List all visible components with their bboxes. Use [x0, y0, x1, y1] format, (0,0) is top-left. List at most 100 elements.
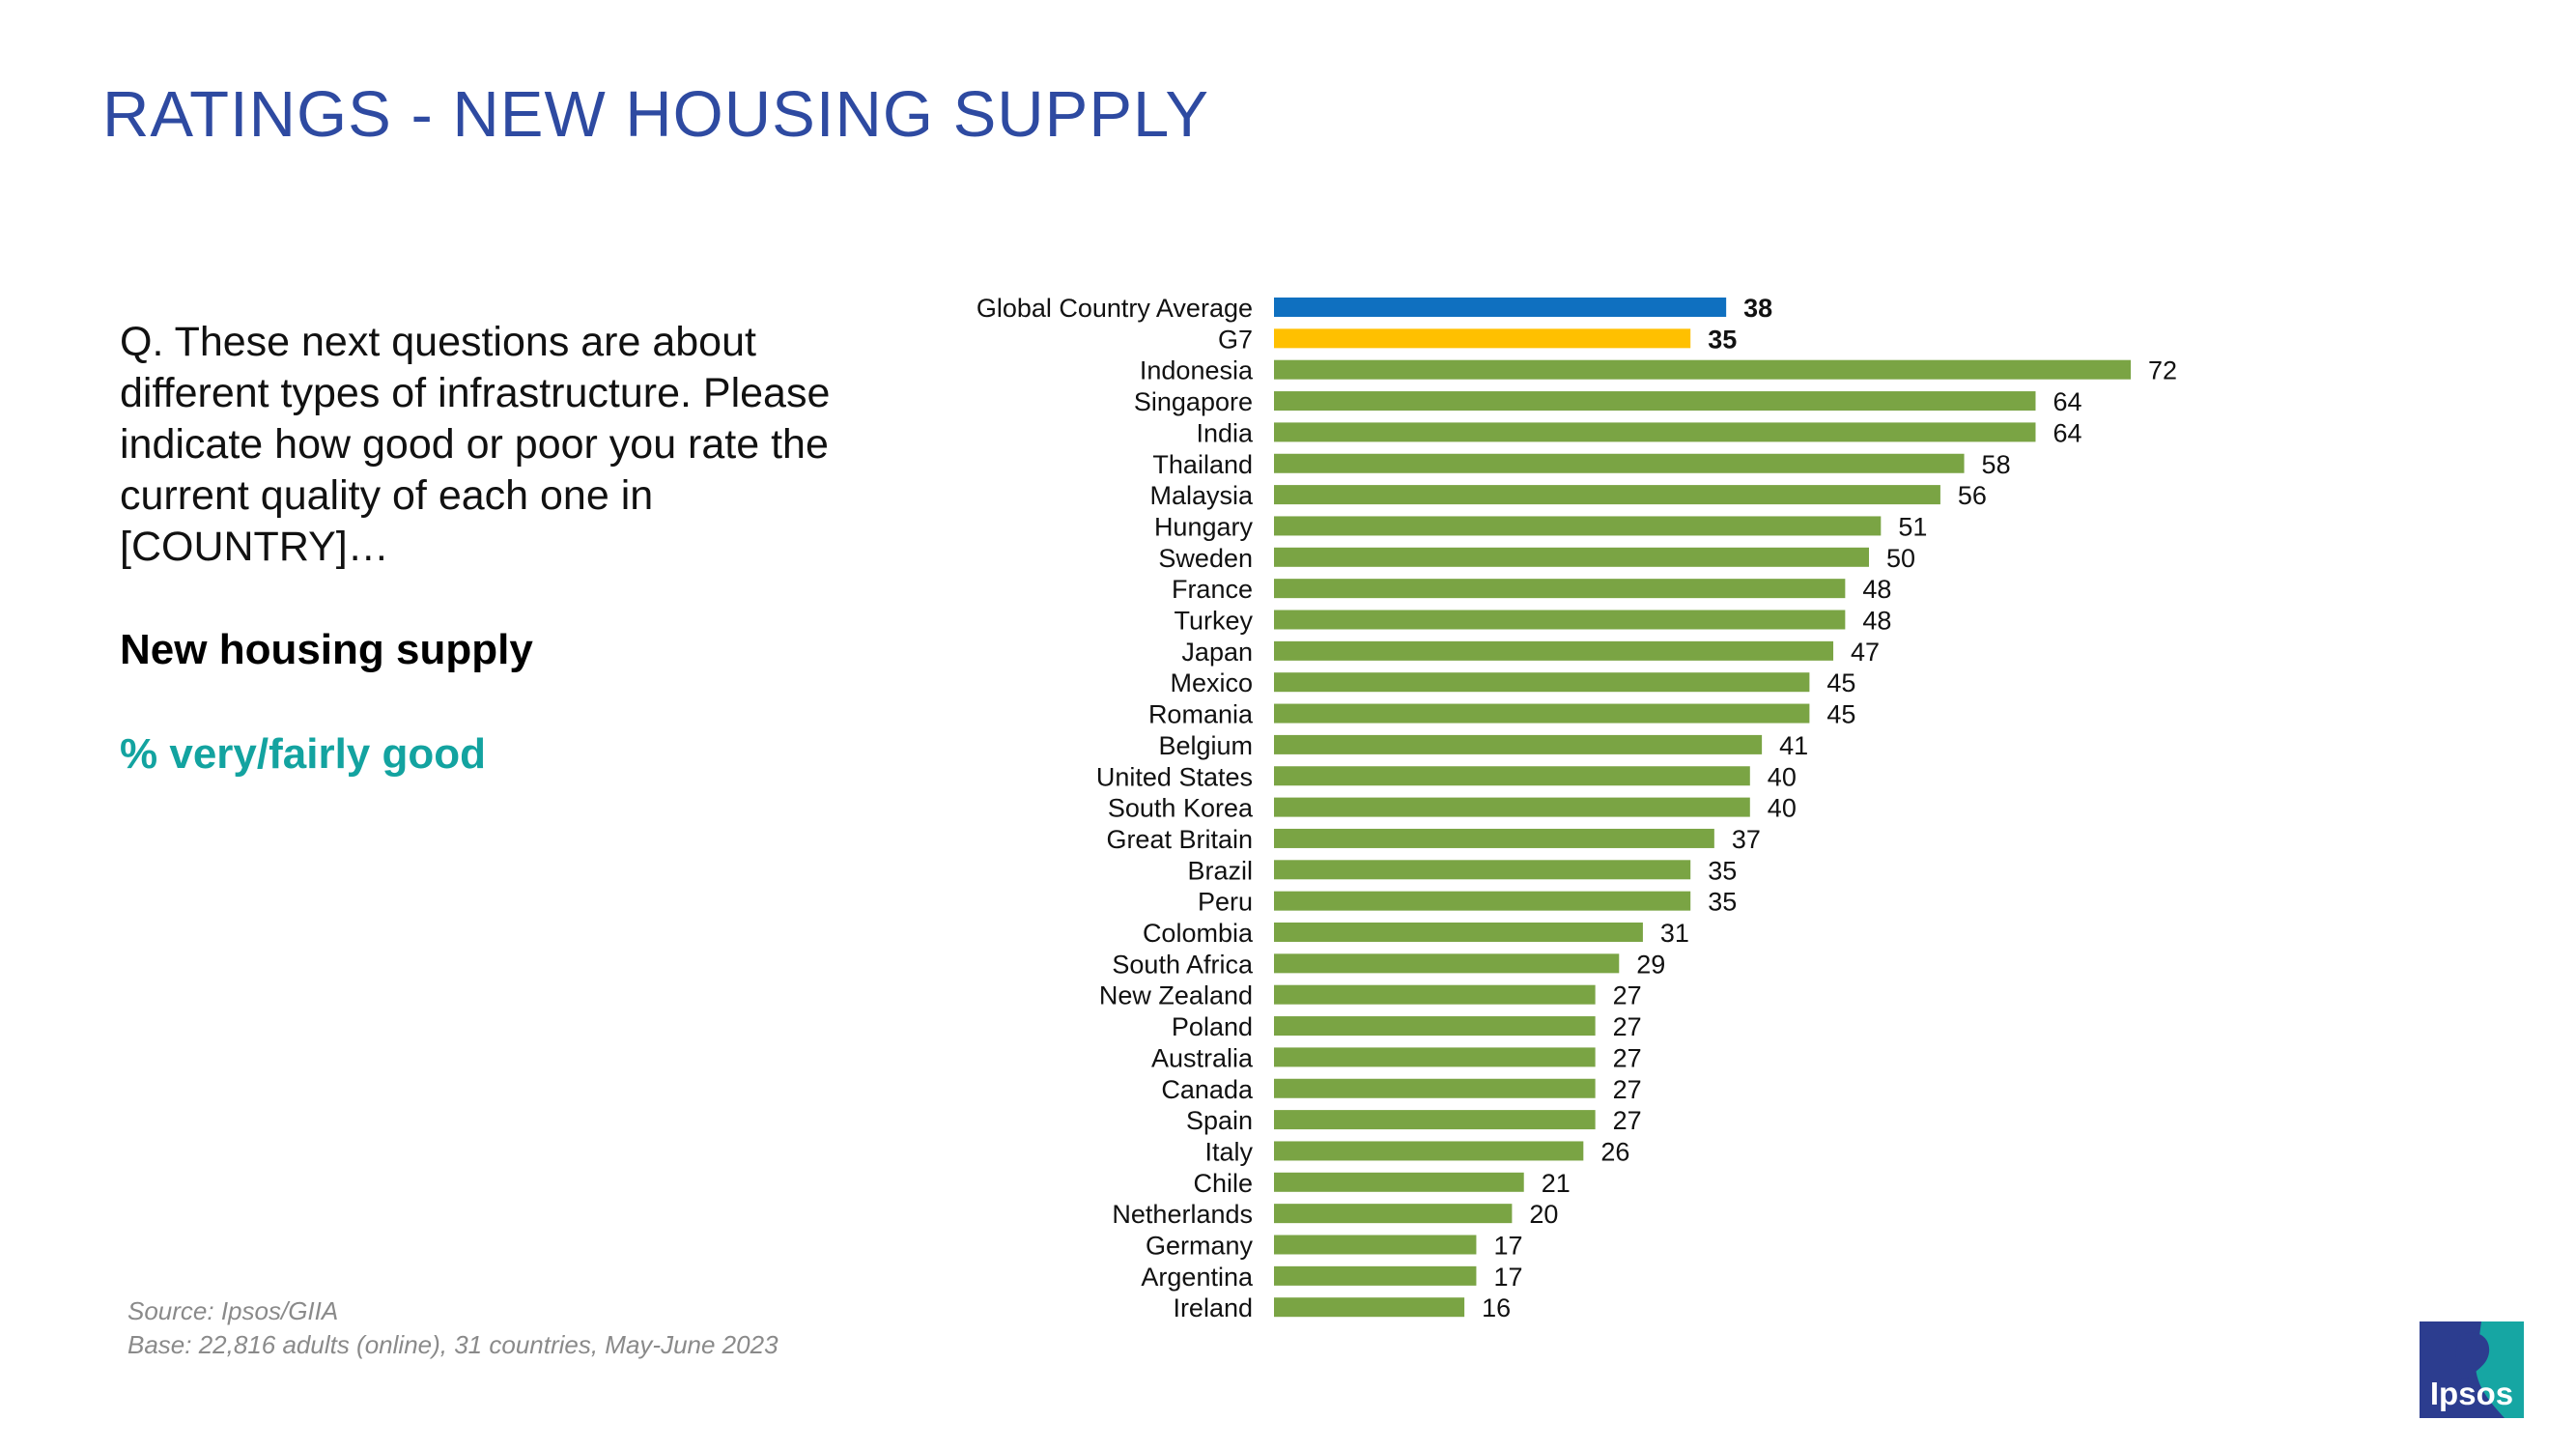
bar: [1274, 797, 1750, 817]
bar: [1274, 298, 1727, 317]
data-label: 35: [1708, 856, 1737, 885]
bar: [1274, 703, 1810, 724]
category-label: Poland: [1172, 1012, 1253, 1041]
page-title: RATINGS - NEW HOUSING SUPPLY: [102, 78, 1210, 151]
bar: [1274, 579, 1846, 599]
category-label: Malaysia: [1149, 481, 1254, 510]
bar: [1274, 1141, 1584, 1161]
category-label: France: [1172, 575, 1253, 604]
bar: [1274, 1047, 1596, 1067]
bar: [1274, 1297, 1465, 1318]
bar: [1274, 734, 1763, 754]
base-line: Base: 22,816 adults (online), 31 countri…: [127, 1330, 778, 1359]
data-label: 21: [1542, 1169, 1571, 1198]
logo-text: Ipsos: [2430, 1376, 2513, 1411]
data-label: 64: [2052, 418, 2081, 447]
data-label: 41: [1779, 731, 1808, 760]
data-label: 35: [1708, 325, 1737, 354]
bar: [1274, 359, 2132, 380]
category-label: Sweden: [1158, 544, 1253, 573]
data-label: 40: [1768, 794, 1797, 823]
data-label: 27: [1613, 1043, 1642, 1072]
bar: [1274, 1110, 1596, 1130]
category-label: Brazil: [1187, 856, 1253, 885]
category-label: India: [1196, 418, 1254, 447]
category-label: Netherlands: [1112, 1200, 1253, 1229]
data-label: 45: [1826, 700, 1855, 729]
question-text: Q. These next questions are about differ…: [120, 319, 831, 570]
category-label: Spain: [1186, 1106, 1253, 1135]
data-label: 27: [1613, 981, 1642, 1010]
bar: [1274, 422, 2036, 442]
data-label: 16: [1482, 1293, 1511, 1322]
bar: [1274, 1172, 1524, 1192]
bar: [1274, 923, 1643, 942]
data-label: 27: [1613, 1075, 1642, 1104]
category-label: Turkey: [1174, 607, 1253, 636]
data-label: 26: [1600, 1137, 1629, 1166]
category-label: Canada: [1161, 1075, 1254, 1104]
data-label: 56: [1958, 481, 1987, 510]
measure-label: % very/fairly good: [120, 730, 487, 778]
bar: [1274, 953, 1620, 974]
bar: [1274, 828, 1714, 848]
category-label: Mexico: [1170, 668, 1253, 697]
category-label: Indonesia: [1140, 356, 1254, 385]
data-label: 40: [1768, 762, 1797, 791]
data-label: 47: [1851, 638, 1880, 667]
data-label: 45: [1826, 668, 1855, 697]
data-label: 64: [2052, 387, 2081, 416]
data-label: 72: [2148, 356, 2177, 385]
category-label: Japan: [1181, 638, 1253, 667]
data-label: 58: [1982, 450, 2011, 479]
category-label: Colombia: [1143, 919, 1254, 948]
data-label: 31: [1660, 919, 1689, 948]
category-label: Ireland: [1173, 1293, 1253, 1322]
category-label: United States: [1096, 762, 1253, 791]
category-label: Australia: [1151, 1043, 1254, 1072]
category-label: Global Country Average: [977, 294, 1253, 323]
category-label: South Africa: [1112, 950, 1254, 979]
data-label: 17: [1493, 1232, 1522, 1261]
category-label: Belgium: [1158, 731, 1253, 760]
bar: [1274, 547, 1869, 567]
category-label: Italy: [1204, 1137, 1253, 1166]
category-label: Peru: [1198, 888, 1253, 917]
bar: [1274, 1235, 1477, 1255]
data-label: 37: [1732, 825, 1761, 854]
data-label: 17: [1493, 1263, 1522, 1292]
data-label: 27: [1613, 1106, 1642, 1135]
bar: [1274, 453, 1965, 473]
category-label: Thailand: [1152, 450, 1253, 479]
bar: [1274, 640, 1834, 661]
bar: [1274, 672, 1810, 693]
bar: [1274, 1016, 1596, 1037]
data-label: 48: [1862, 575, 1891, 604]
bar: [1274, 1265, 1477, 1286]
data-label: 35: [1708, 888, 1737, 917]
bar: [1274, 610, 1846, 630]
data-label: 48: [1862, 607, 1891, 636]
category-label: South Korea: [1108, 794, 1254, 823]
bar: [1274, 891, 1691, 911]
bar: [1274, 766, 1750, 786]
source-note: Source: Ipsos/GIIA Base: 22,816 adults (…: [127, 1294, 778, 1362]
category-label: G7: [1218, 325, 1253, 354]
data-label: 27: [1613, 1012, 1642, 1041]
category-label: Hungary: [1154, 512, 1254, 541]
bar: [1274, 516, 1882, 536]
category-label: Argentina: [1141, 1263, 1254, 1292]
category-label: Chile: [1193, 1169, 1253, 1198]
category-label: New Zealand: [1099, 981, 1253, 1010]
source-line: Source: Ipsos/GIIA: [127, 1296, 339, 1325]
ipsos-logo: Ipsos: [2420, 1321, 2524, 1418]
data-label: 38: [1743, 294, 1772, 323]
bar: [1274, 860, 1691, 880]
data-label: 29: [1636, 950, 1665, 979]
category-label: Romania: [1148, 700, 1254, 729]
data-label: 51: [1898, 512, 1927, 541]
bar: [1274, 1204, 1513, 1224]
bar: [1274, 328, 1691, 349]
bar: [1274, 1078, 1596, 1098]
